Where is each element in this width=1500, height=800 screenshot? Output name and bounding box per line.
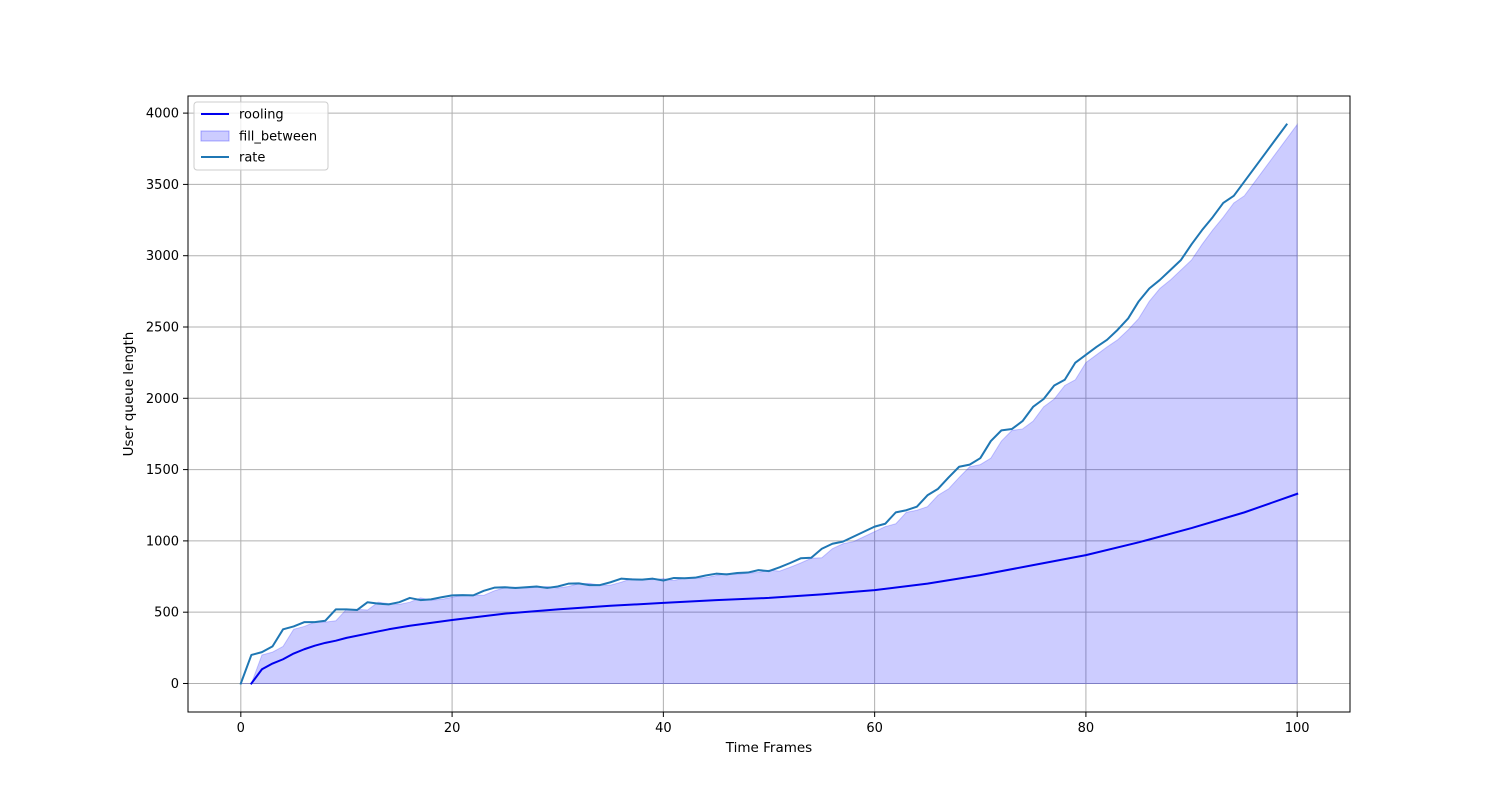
x-axis-label: Time Frames: [725, 740, 812, 756]
y-tick-label: 500: [154, 606, 179, 621]
axis-ticks: 0 20 40 60 80 1000500100015002000250030003500…: [146, 107, 1310, 736]
x-tick-label: 80: [1078, 721, 1095, 736]
y-tick-label: 1000: [146, 534, 179, 549]
y-tick-label: 3500: [146, 178, 179, 193]
legend-frame: [193, 101, 329, 171]
y-tick-label: 2500: [146, 321, 179, 336]
y-tick-label: 1500: [146, 463, 179, 478]
grid: [188, 96, 1350, 712]
legend-label-rate: rate: [239, 151, 265, 166]
legend-label-rooling: rooling: [239, 108, 284, 123]
y-tick-label: 4000: [146, 107, 179, 122]
x-tick-label: 0: [237, 721, 245, 736]
x-tick-label: 20: [444, 721, 461, 736]
y-axis-label: User queue length: [121, 332, 137, 457]
series-line-rate: [239, 123, 1289, 685]
plot-data: [239, 123, 1299, 685]
x-tick-label: 60: [866, 721, 883, 736]
series-line-rooling: [249, 492, 1299, 685]
y-tick-label: 2000: [146, 392, 179, 407]
y-tick-label: 3000: [146, 249, 179, 264]
legend-label-fill-between: fill_between: [239, 130, 317, 145]
x-tick-label: 40: [655, 721, 672, 736]
y-tick-label: 0: [171, 677, 179, 692]
legend-swatch-fill-between: [200, 130, 230, 142]
fill-between-area: [240, 123, 1298, 684]
legend: rooling fill_between rate: [193, 101, 329, 171]
x-tick-label: 100: [1285, 721, 1310, 736]
axes-frame: [187, 95, 1351, 713]
